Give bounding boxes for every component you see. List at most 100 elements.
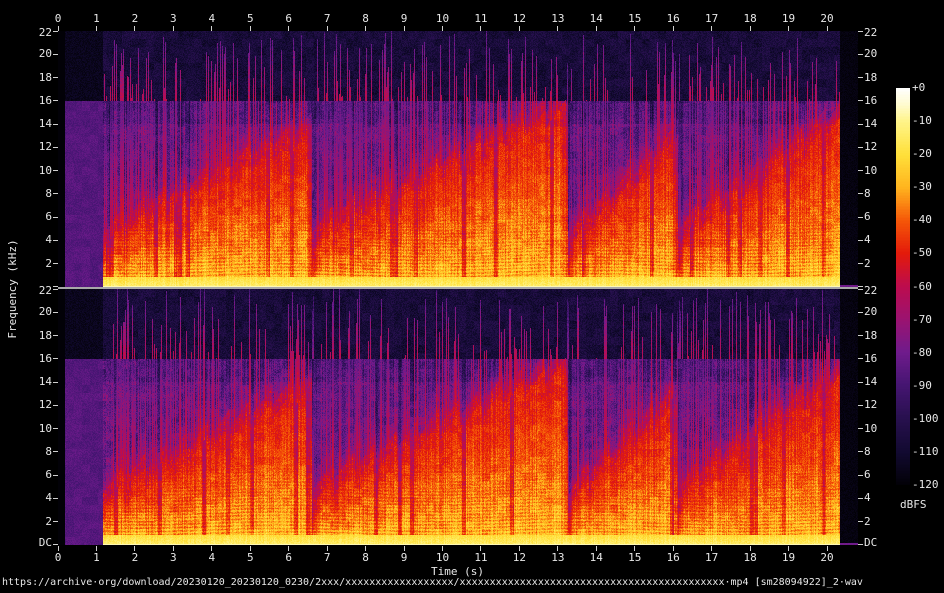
y-tick-label-right: 20 (864, 47, 878, 61)
colorbar-unit-label: dBFS (900, 498, 927, 511)
y-tick-label-right: 10 (864, 421, 878, 435)
y-tick-label-left: 18 (38, 70, 52, 84)
x-tick-label-bottom: 6 (285, 551, 292, 564)
y-tick-label-right: DC (864, 536, 878, 549)
x-tick-label-top: 2 (131, 12, 139, 25)
y-tick-label-left: 8 (45, 186, 52, 200)
time-tick-bottom (326, 546, 328, 551)
time-tick-top (134, 26, 136, 31)
x-tick-label-bottom: 16 (666, 551, 680, 564)
y-tick-label-left: 20 (38, 47, 52, 61)
time-tick-bottom (172, 546, 174, 551)
freq-tick-right (858, 239, 863, 241)
x-tick-label-bottom: 3 (170, 551, 177, 564)
colorbar-tick-label: -10 (912, 114, 932, 128)
time-tick-top (57, 26, 59, 31)
time-tick-top (634, 26, 636, 31)
colorbar (896, 88, 910, 485)
freq-tick-right (858, 289, 863, 290)
y-tick-label-left: 8 (45, 444, 52, 458)
y-tick-label-left: 6 (45, 210, 52, 224)
time-tick-top (711, 26, 713, 31)
time-tick-top (95, 26, 97, 31)
x-tick-label-bottom: 18 (743, 551, 757, 564)
time-tick-top (365, 26, 367, 31)
freq-tick-right (858, 170, 863, 172)
y-tick-label-right: 4 (864, 491, 871, 505)
x-tick-label-bottom: 11 (474, 551, 488, 564)
x-tick-label-top: 17 (705, 12, 719, 25)
y-tick-label-right: 18 (864, 70, 878, 84)
time-tick-bottom (288, 546, 290, 551)
x-tick-label-top: 15 (628, 12, 642, 25)
time-tick-bottom (672, 546, 674, 551)
freq-tick-left (53, 358, 58, 360)
y-tick-label-right: 20 (864, 305, 878, 319)
freq-tick-right (858, 53, 863, 55)
colorbar-tick-label: -80 (912, 345, 932, 359)
freq-tick-left (53, 239, 58, 241)
colorbar-tick-label: -120 (912, 478, 939, 491)
time-tick-bottom (826, 546, 828, 551)
y-tick-label-right: 14 (864, 117, 878, 131)
y-tick-label-left: 2 (45, 514, 52, 528)
x-tick-label-bottom: 17 (705, 551, 719, 564)
y-tick-label-left: 14 (38, 117, 52, 131)
y-tick-label-right: 6 (864, 210, 871, 224)
x-tick-label-top: 3 (170, 12, 177, 25)
spectrogram-channel-2 (58, 289, 858, 545)
time-tick-top (518, 26, 520, 31)
y-tick-label-right: 10 (864, 163, 878, 177)
x-tick-label-top: 6 (285, 12, 292, 25)
freq-tick-left (53, 193, 58, 195)
colorbar-tick-label: -90 (912, 378, 932, 392)
y-tick-label-right: 18 (864, 328, 878, 342)
freq-tick-right (858, 123, 863, 125)
freq-tick-right (858, 311, 863, 313)
freq-tick-left (53, 474, 58, 476)
freq-tick-right (858, 216, 863, 218)
colorbar-tick-label: -110 (912, 444, 939, 458)
x-tick-label-bottom: 9 (400, 551, 408, 564)
y-tick-label-right: 8 (864, 444, 871, 458)
y-tick-label-left: 4 (45, 233, 52, 247)
x-tick-label-bottom: 20 (820, 551, 834, 564)
x-tick-label-top: 10 (435, 12, 450, 25)
freq-tick-left (53, 311, 58, 313)
y-axis-title: Frequency (kHz) (6, 239, 19, 339)
y-tick-label-right: 16 (864, 351, 878, 365)
freq-tick-right (858, 335, 863, 337)
x-tick-label-top: 19 (781, 12, 796, 25)
freq-tick-left (53, 53, 58, 55)
freq-tick-left (53, 123, 58, 125)
x-tick-label-bottom: 2 (131, 551, 139, 564)
time-tick-bottom (134, 546, 136, 551)
freq-tick-right (858, 521, 863, 523)
freq-tick-left (53, 31, 58, 32)
time-tick-top (672, 26, 674, 31)
y-tick-label-left: 16 (38, 93, 52, 107)
x-tick-label-bottom: 5 (246, 551, 254, 564)
time-tick-bottom (634, 546, 636, 551)
colorbar-tick-label: -30 (912, 180, 932, 194)
freq-tick-right (858, 193, 863, 195)
y-tick-label-left: 18 (38, 328, 52, 342)
y-tick-label-right: 2 (864, 256, 871, 270)
x-tick-label-top: 16 (666, 12, 680, 25)
time-tick-bottom (749, 546, 751, 551)
time-tick-bottom (365, 546, 367, 551)
freq-tick-left (53, 146, 58, 148)
freq-tick-left (53, 286, 58, 287)
y-tick-label-left: 12 (38, 140, 52, 154)
freq-tick-left (53, 381, 58, 383)
x-tick-label-top: 13 (551, 12, 565, 25)
freq-tick-right (858, 451, 863, 453)
x-tick-label-top: 8 (362, 12, 369, 25)
y-tick-label-left: 10 (38, 163, 52, 177)
time-tick-bottom (518, 546, 520, 551)
freq-tick-right (858, 474, 863, 476)
x-tick-label-bottom: 10 (435, 551, 450, 564)
x-tick-label-bottom: 19 (781, 551, 796, 564)
x-tick-label-top: 20 (820, 12, 834, 25)
freq-tick-right (858, 31, 863, 32)
